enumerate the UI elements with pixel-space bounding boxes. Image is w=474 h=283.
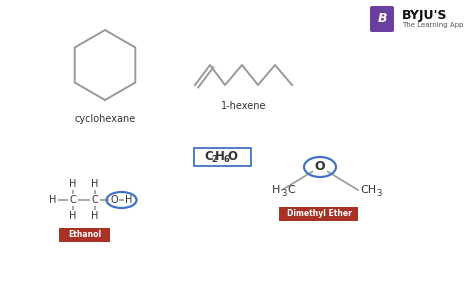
Text: O: O: [110, 195, 118, 205]
Text: BYJU'S: BYJU'S: [402, 8, 447, 22]
FancyBboxPatch shape: [280, 207, 358, 220]
FancyBboxPatch shape: [194, 147, 252, 166]
Text: H: H: [125, 195, 133, 205]
FancyBboxPatch shape: [60, 228, 110, 241]
Text: The Learning App: The Learning App: [402, 22, 464, 28]
Text: 2: 2: [211, 155, 218, 164]
Text: C: C: [287, 185, 295, 195]
Text: H: H: [91, 211, 99, 221]
Text: 6: 6: [223, 155, 229, 164]
Text: C: C: [91, 195, 99, 205]
Text: 3: 3: [281, 188, 286, 198]
Text: C: C: [70, 195, 76, 205]
Text: B: B: [377, 12, 387, 25]
Text: cyclohexane: cyclohexane: [74, 114, 136, 124]
Text: Dimethyl Ether: Dimethyl Ether: [287, 209, 351, 218]
Text: O: O: [227, 150, 237, 163]
Text: H: H: [49, 195, 57, 205]
Text: O: O: [315, 160, 325, 173]
Text: H: H: [215, 150, 225, 163]
FancyBboxPatch shape: [370, 6, 394, 32]
Text: Ethanol: Ethanol: [68, 230, 101, 239]
Text: H: H: [272, 185, 280, 195]
Text: H: H: [69, 211, 77, 221]
Text: 3: 3: [376, 188, 382, 198]
Text: CH: CH: [360, 185, 376, 195]
Text: C: C: [205, 150, 213, 163]
Text: H: H: [91, 179, 99, 189]
Text: 1-hexene: 1-hexene: [221, 101, 266, 111]
Text: H: H: [69, 179, 77, 189]
